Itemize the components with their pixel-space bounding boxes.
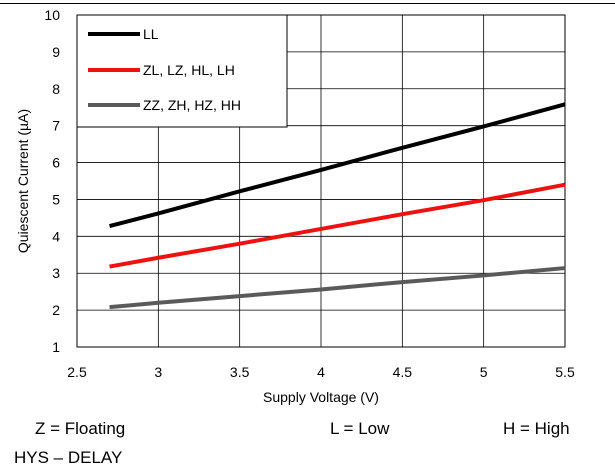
series-line-zz-zh-hz-hh [109,266,566,310]
legend-label-zl-lz-hl-lh: ZL, LZ, HL, LH [143,62,235,78]
series-line-ll [109,102,566,228]
plot-frame [76,14,566,348]
legend: LL ZL, LZ, HL, LH ZZ, ZH, HZ, HH [76,14,288,128]
x-axis-label: Supply Voltage (V) [263,389,379,405]
y-axis-label: Quiescent Current (µA) [15,109,31,253]
y-tick-label: 5 [52,191,60,207]
y-tick-label: 2 [52,302,60,318]
y-tick-label: 8 [52,81,60,97]
annotation-h-high: H = High [503,419,570,438]
legend-label-ll: LL [143,26,159,42]
x-tick-label: 4.5 [393,364,413,380]
y-tick-label: 10 [44,7,60,23]
y-tick-label: 9 [52,44,60,60]
legend-label-zz-zh-hz-hh: ZZ, ZH, HZ, HH [143,97,241,113]
series-lines [109,102,566,310]
y-tick-label: 1 [52,339,60,355]
y-tick-label: 7 [52,118,60,134]
series-line-zl-lz-hl-lh [109,182,566,269]
x-tick-label: 5.5 [555,364,575,380]
y-tick-labels: 1 2 3 4 5 6 7 8 9 10 [44,7,60,355]
x-tick-labels: 2.5 3 3.5 4 4.5 5 5.5 [67,364,575,380]
x-tick-label: 5 [480,364,488,380]
x-tick-label: 3.5 [230,364,250,380]
annotation-z-floating: Z = Floating [35,419,125,438]
annotation-l-low: L = Low [330,419,390,438]
annotation-hys-delay: HYS – DELAY [14,448,122,467]
y-tick-label: 6 [52,155,60,171]
x-tick-label: 4 [317,364,325,380]
x-tick-label: 3 [154,364,162,380]
y-tick-label: 3 [52,265,60,281]
x-tick-label: 2.5 [67,364,87,380]
y-tick-label: 4 [52,228,60,244]
